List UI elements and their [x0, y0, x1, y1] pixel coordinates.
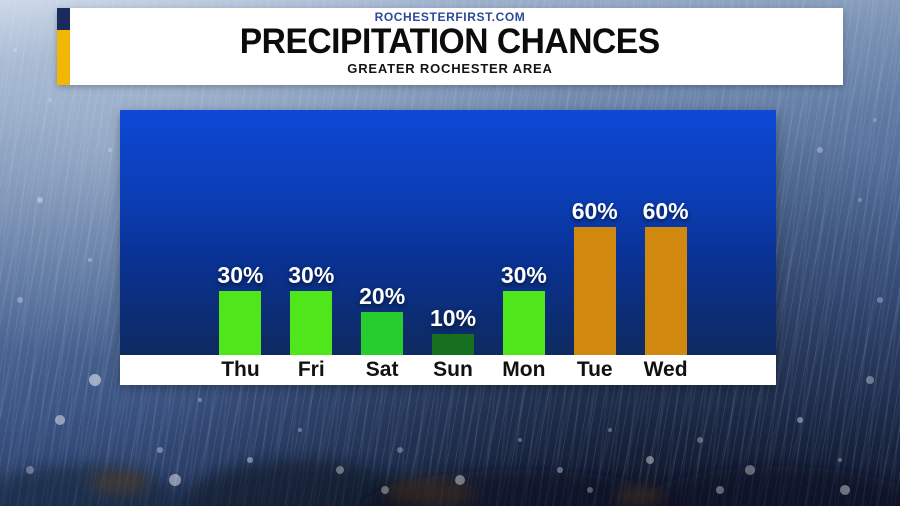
- bar-column-thu: 30%: [205, 263, 276, 355]
- header-banner: ROCHESTERFIRST.COM PRECIPITATION CHANCES…: [57, 8, 843, 85]
- bar-fri: [290, 291, 333, 355]
- bar-column-sat: 20%: [347, 284, 418, 355]
- day-label-sun: Sun: [433, 358, 473, 381]
- bar-value-label-sun: 10%: [429, 305, 477, 331]
- bar-value-label-tue: 60%: [571, 198, 618, 224]
- bar-value-label-thu: 30%: [217, 262, 264, 288]
- page-subtitle: GREATER ROCHESTER AREA: [347, 61, 553, 76]
- precip-bar-chart: 30% 30% 20% 10% 30% 60% 60% Thu Fri Sat Sun Mon Tue…: [120, 110, 776, 385]
- bar-column-wed: 60%: [630, 199, 701, 355]
- bar-tue: [573, 227, 616, 355]
- bar-column-fri: 30%: [276, 263, 347, 355]
- chart-plot-area: 30% 30% 20% 10% 30% 60% 60%: [120, 110, 776, 355]
- accent-navy-block: [57, 8, 70, 30]
- day-label-wed: Wed: [643, 358, 688, 381]
- day-label-thu: Thu: [221, 358, 260, 381]
- bar-sat: [361, 312, 404, 355]
- bar-thu: [219, 291, 262, 355]
- banner-accent-stripe: [57, 8, 70, 85]
- bar-column-tue: 60%: [559, 199, 630, 355]
- bar-value-label-mon: 30%: [500, 262, 547, 288]
- bar-wed: [644, 227, 687, 355]
- bar-column-sun: 10%: [418, 306, 489, 355]
- station-url: ROCHESTERFIRST.COM: [374, 10, 526, 24]
- bar-value-label-sat: 20%: [359, 283, 406, 309]
- bar-value-label-fri: 30%: [288, 262, 335, 288]
- bar-column-mon: 30%: [488, 263, 559, 355]
- day-label-fri: Fri: [297, 358, 325, 381]
- banner-text: ROCHESTERFIRST.COM PRECIPITATION CHANCES…: [57, 8, 843, 85]
- x-axis-strip: Thu Fri Sat Sun Mon Tue Wed: [120, 355, 776, 385]
- accent-yellow-block: [57, 30, 70, 85]
- day-label-tue: Tue: [576, 358, 613, 381]
- page-title: PRECIPITATION CHANCES: [240, 22, 660, 61]
- day-label-sat: Sat: [365, 358, 399, 381]
- bar-mon: [502, 291, 545, 355]
- bar-sun: [432, 334, 474, 355]
- day-label-mon: Mon: [502, 358, 546, 381]
- bar-value-label-wed: 60%: [642, 198, 689, 224]
